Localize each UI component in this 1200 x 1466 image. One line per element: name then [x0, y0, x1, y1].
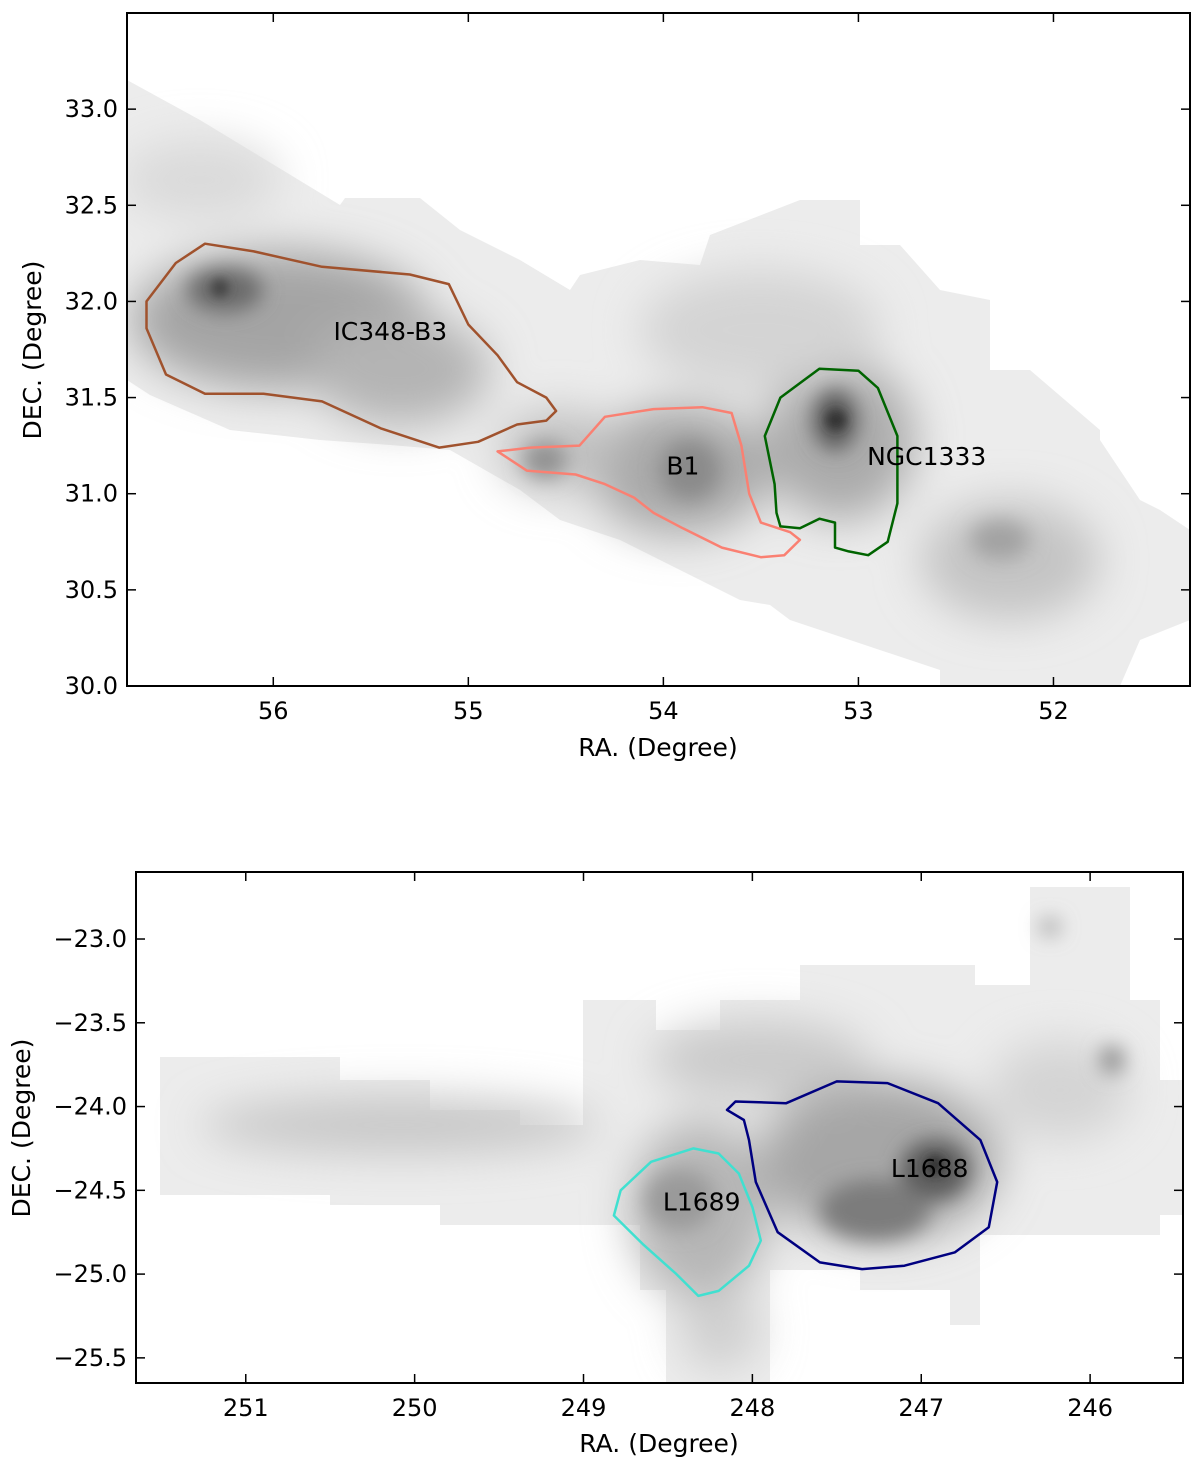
- contour-b1: [496, 405, 802, 559]
- contour-ngc1333: [763, 367, 899, 557]
- ophiuchus-x-tick-label: 247: [898, 1394, 944, 1422]
- ophiuchus-y-ticks: −25.5 −25.0 −24.5 −24.0 −23.5 −23.0: [53, 925, 1183, 1372]
- ophiuchus-intensity-map: [160, 887, 1183, 1383]
- ophiuchus-y-tick-label: −25.0: [53, 1260, 127, 1288]
- ophiuchus-region-labels: L1688 L1689: [663, 1154, 969, 1217]
- perseus-plot-frame: [126, 12, 1191, 687]
- region-label-l1689: L1689: [663, 1187, 741, 1216]
- perseus-x-ticks: 56 55 54 53 52: [258, 13, 1069, 725]
- region-label-ic348-b3: IC348-B3: [333, 317, 447, 346]
- ophiuchus-x-tick-label: 246: [1067, 1394, 1113, 1422]
- ophiuchus-y-tick-label: −23.0: [53, 925, 127, 953]
- perseus-y-ticks: 30.0 30.5 31.0 31.5 32.0 32.5 33.0: [65, 95, 1190, 700]
- ophiuchus-panel: L1688 L1689 251 250 249 248 247 246 −25.5 −25.0…: [7, 871, 1184, 1458]
- ophiuchus-x-tick-label: 251: [223, 1394, 269, 1422]
- region-label-l1688: L1688: [891, 1154, 969, 1183]
- perseus-y-tick-label: 30.5: [65, 576, 118, 604]
- contour-l1689: [612, 1147, 763, 1298]
- ophiuchus-x-ticks: 251 250 249 248 247 246: [223, 872, 1113, 1422]
- region-label-b1: B1: [666, 451, 699, 480]
- perseus-x-tick-label: 54: [648, 697, 679, 725]
- contour-ic348-b3: [145, 242, 558, 449]
- perseus-x-tick-label: 56: [258, 697, 289, 725]
- ophiuchus-y-tick-label: −24.0: [53, 1093, 127, 1121]
- perseus-y-tick-label: 31.0: [65, 480, 118, 508]
- perseus-x-axis-label: RA. (Degree): [578, 733, 737, 762]
- ophiuchus-region-contours: [612, 1080, 999, 1298]
- perseus-x-tick-label: 52: [1038, 697, 1069, 725]
- perseus-region-labels: IC348-B3 B1 NGC1333: [333, 317, 986, 481]
- ophiuchus-x-axis-label: RA. (Degree): [579, 1429, 738, 1458]
- region-label-ngc1333: NGC1333: [867, 442, 986, 471]
- perseus-x-tick-label: 53: [843, 697, 874, 725]
- perseus-panel: IC348-B3 B1 NGC1333 56 55 54 53 52 30.0 30.5 31.…: [18, 12, 1191, 762]
- perseus-region-contours: [145, 242, 899, 559]
- contour-l1688: [725, 1080, 999, 1271]
- ophiuchus-x-tick-label: 249: [561, 1394, 607, 1422]
- perseus-y-tick-label: 31.5: [65, 384, 118, 412]
- ophiuchus-plot-frame: [135, 871, 1184, 1384]
- ophiuchus-y-tick-label: −25.5: [53, 1344, 127, 1372]
- perseus-y-tick-label: 32.5: [65, 191, 118, 219]
- perseus-y-tick-label: 30.0: [65, 672, 118, 700]
- ophiuchus-y-axis-label: DEC. (Degree): [7, 1039, 36, 1218]
- perseus-y-axis-label: DEC. (Degree): [18, 261, 47, 440]
- perseus-y-tick-label: 33.0: [65, 95, 118, 123]
- perseus-x-tick-label: 55: [453, 697, 484, 725]
- ophiuchus-y-tick-label: −23.5: [53, 1009, 127, 1037]
- perseus-y-tick-label: 32.0: [65, 287, 118, 315]
- ophiuchus-x-tick-label: 250: [392, 1394, 438, 1422]
- perseus-intensity-map: [127, 80, 1190, 686]
- ophiuchus-y-tick-label: −24.5: [53, 1176, 127, 1204]
- ophiuchus-x-tick-label: 248: [729, 1394, 775, 1422]
